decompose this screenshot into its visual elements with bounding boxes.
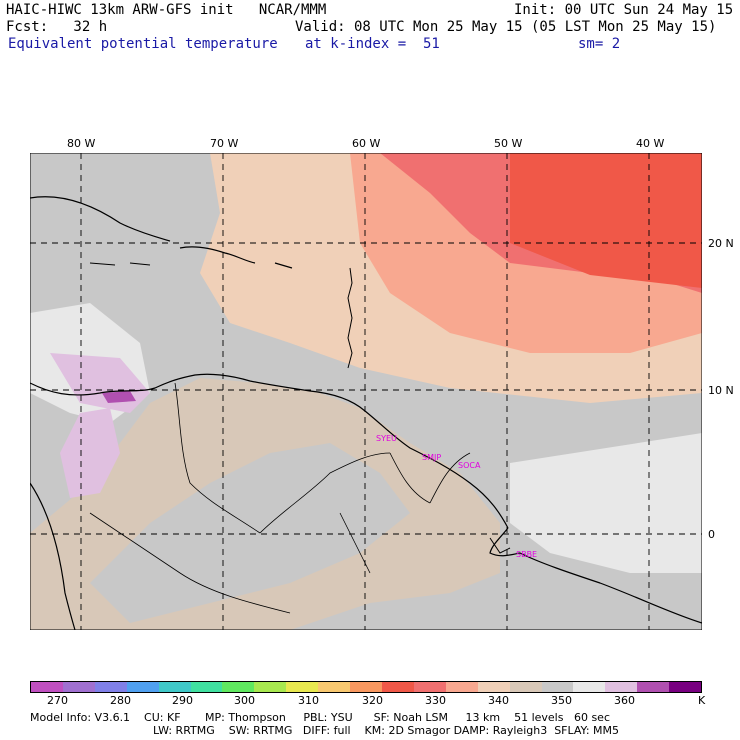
model-info-line2: LW: RRTMG SW: RRTMG DIFF: full KM: 2D Sm… [153,724,619,737]
colorbar-swatch [158,682,191,692]
lat-label: 10 N [708,384,734,397]
station-label: SMJP [422,453,441,462]
colorbar-swatch [445,682,478,692]
lon-label: 60 W [352,137,381,150]
colorbar-swatch [222,682,255,692]
colorbar-swatch [669,682,702,692]
colorbar-swatch [637,682,670,692]
colorbar-swatch [477,682,510,692]
colorbar-label: 320 [362,694,383,707]
colorbar-unit: K [698,694,706,707]
plot-title: HAIC-HIWC 13km ARW-GFS init NCAR/MMM [6,2,327,18]
colorbar-label: 280 [110,694,131,707]
borders [89,382,471,614]
coastlines [30,196,702,630]
model-info-line1: Model Info: V3.6.1 CU: KF MP: Thompson P… [30,711,610,724]
colorbar-swatch [509,682,542,692]
station-label: SOCA [458,461,481,470]
colorbar-label: 360 [614,694,635,707]
init-time: Init: 00 UTC Sun 24 May 15 [514,2,734,18]
station-label: SYEU [376,434,397,443]
colorbar-swatch [413,682,446,692]
purple-spot-2 [60,408,120,498]
colorbar-swatch [190,682,223,692]
colorbar-swatch [573,682,606,692]
colorbar-swatch [381,682,414,692]
colorbar-swatch [62,682,95,692]
colorbar-swatch [541,682,574,692]
colorbar-swatch [126,682,159,692]
lon-label: 70 W [210,137,239,150]
colorbar-label: 300 [234,694,255,707]
field-name: Equivalent potential temperature [8,36,278,52]
colorbar-label: 330 [425,694,446,707]
colorbar-label: 290 [172,694,193,707]
colorbar-label: 340 [488,694,509,707]
graticule [30,153,702,630]
warm-band-330 [510,153,702,288]
colorbar [30,681,702,693]
colorbar-swatch [286,682,319,692]
colorbar-swatch [94,682,127,692]
land-gray-region [90,443,410,623]
colorbar-swatch [318,682,351,692]
lon-label: 80 W [67,137,96,150]
colorbar-label: 310 [298,694,319,707]
theta-e-map: SYEU SMJP SOCA SBBE [30,153,702,630]
station-label: SBBE [516,550,537,559]
islands [89,262,511,554]
lat-label: 0 [708,528,715,541]
forecast-hour: Fcst: 32 h [6,19,108,35]
colorbar-label: 350 [551,694,572,707]
valid-time: Valid: 08 UTC Mon 25 May 15 (05 LST Mon … [295,19,717,35]
lat-label: 20 N [708,237,734,250]
colorbar-swatch [31,682,63,692]
lon-label: 40 W [636,137,665,150]
colorbar-swatch [605,682,638,692]
cool-band-360 [510,433,702,573]
smoothing: sm= 2 [578,36,621,52]
colorbar-swatch [350,682,382,692]
lon-label: 50 W [494,137,523,150]
colorbar-swatch [254,682,287,692]
purple-core [102,391,136,403]
colorbar-label: 270 [47,694,68,707]
level-index: at k-index = 51 [305,36,440,52]
